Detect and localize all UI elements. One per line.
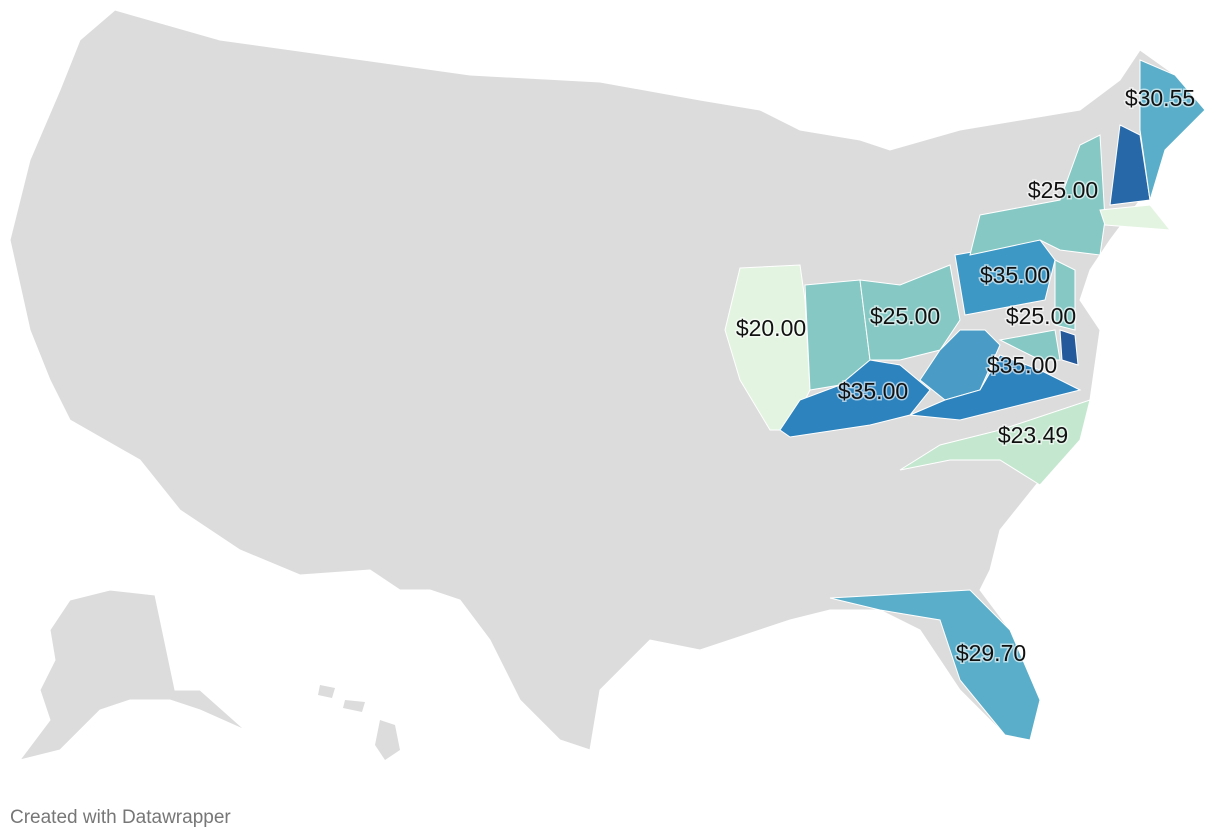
footer-credit: Created with Datawrapper — [10, 807, 231, 828]
state — [998, 329, 1061, 361]
value-label: $20.00 — [736, 315, 806, 341]
state — [969, 134, 1106, 256]
state — [859, 264, 961, 361]
value-label: $25.00 — [1006, 303, 1076, 329]
state — [1099, 204, 1172, 231]
value-label: $25.00 — [870, 303, 940, 329]
value-label: $35.00 — [838, 378, 908, 404]
state — [899, 399, 1091, 486]
alaska — [18, 589, 246, 761]
state-fills — [724, 59, 1206, 741]
value-label: $23.49 — [998, 422, 1068, 448]
hawaii — [375, 720, 400, 760]
value-label: $35.00 — [987, 352, 1057, 378]
hawaii — [318, 685, 335, 698]
state — [779, 359, 931, 438]
state — [1054, 259, 1076, 331]
value-label: $30.55 — [1125, 85, 1195, 111]
value-labels: $30.55 $25.00 $35.00 $20.00 $25.00 $25.0… — [734, 84, 1196, 668]
state — [1139, 59, 1206, 201]
state — [909, 354, 1082, 421]
state — [829, 589, 1041, 741]
hawaii — [343, 700, 365, 712]
value-label: $29.70 — [956, 640, 1026, 666]
value-label: $35.00 — [980, 262, 1050, 288]
state — [1059, 329, 1079, 366]
value-label: $25.00 — [1028, 177, 1098, 203]
